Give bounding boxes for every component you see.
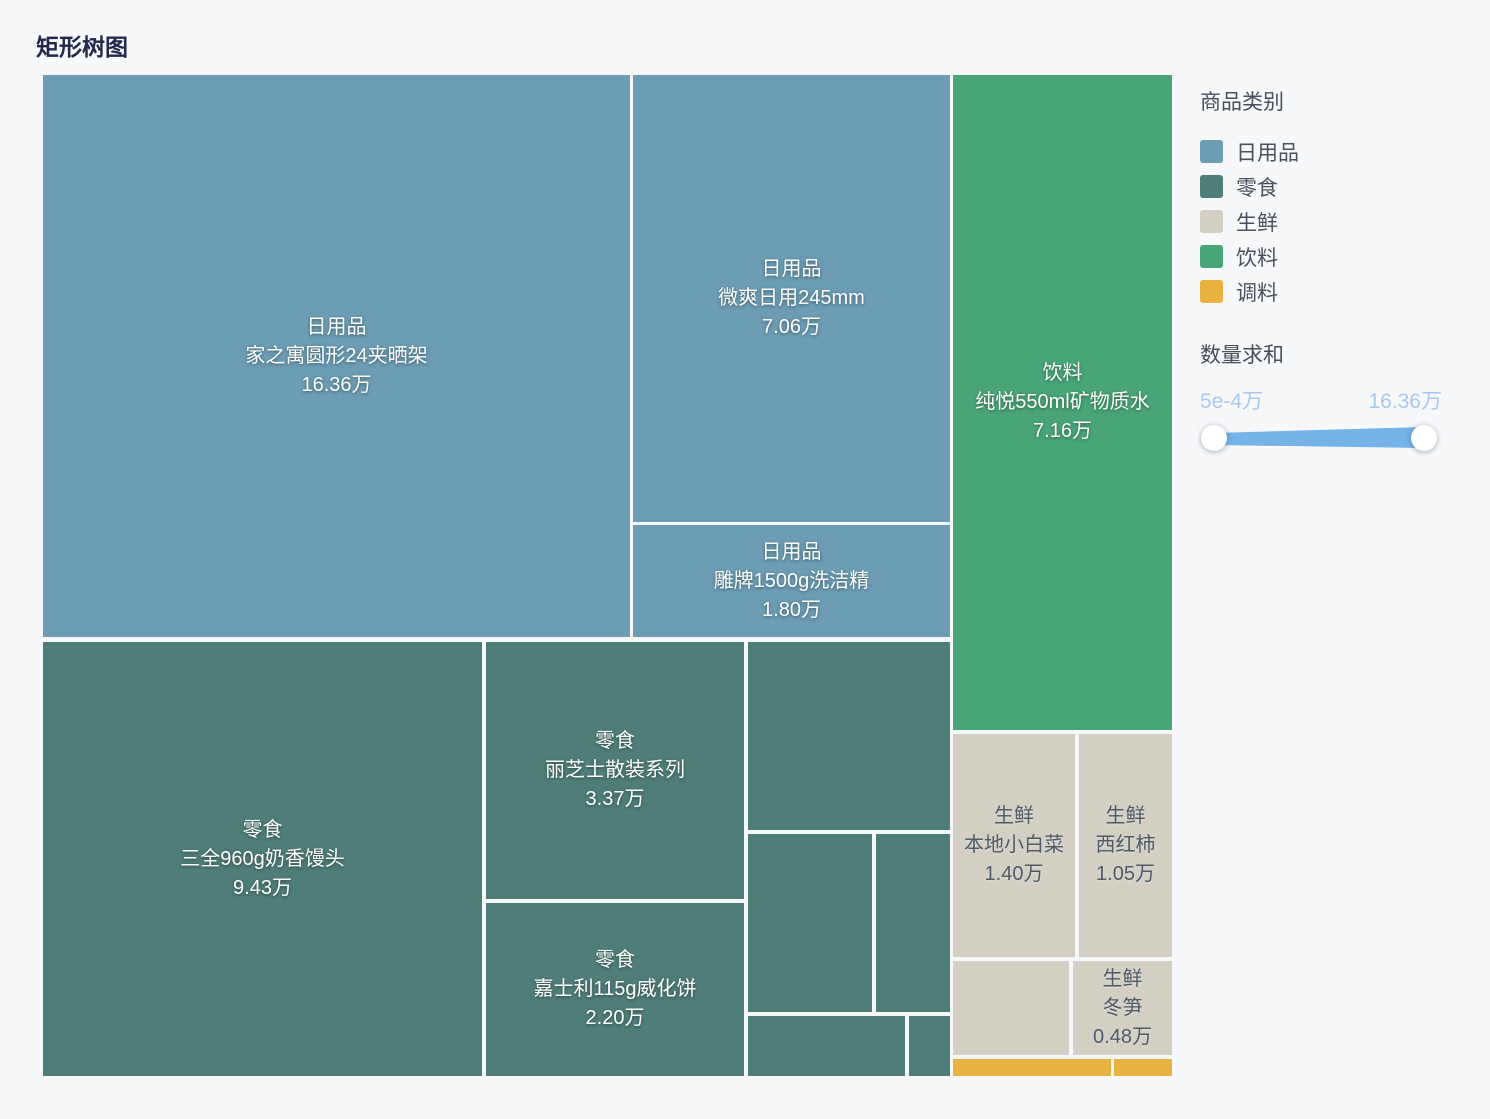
treemap-tile[interactable] (953, 1059, 1111, 1076)
treemap-tile[interactable]: 日用品 家之寓圆形24夹晒架 16.36万 (43, 75, 630, 637)
legend-item-生鲜[interactable]: 生鲜 (1198, 204, 1458, 239)
tile-label: 零食 丽芝士散装系列 3.37万 (545, 730, 685, 810)
legend-swatch-icon (1200, 140, 1223, 163)
visualmap-max-label: 16.36万 (1368, 390, 1442, 413)
legend-item-零食[interactable]: 零食 (1198, 169, 1458, 204)
page-title: 矩形树图 (36, 34, 128, 61)
legend-items: 日用品零食生鲜饮料调料 (1198, 134, 1458, 309)
legend-swatch-icon (1200, 175, 1223, 198)
legend-item-label: 生鲜 (1236, 211, 1278, 235)
visualmap-handle-min[interactable] (1201, 425, 1227, 451)
treemap-tile[interactable] (876, 834, 950, 1012)
legend-swatch-icon (1200, 210, 1223, 233)
legend-title: 商品类别 (1200, 91, 1284, 114)
treemap-tile[interactable]: 日用品 雕牌1500g洗洁精 1.80万 (633, 525, 950, 637)
treemap-tile[interactable]: 生鲜 本地小白菜 1.40万 (953, 734, 1075, 957)
visualmap-slider-graphic (1201, 425, 1437, 451)
visualmap-title: 数量求和 (1200, 344, 1284, 367)
tile-label: 生鲜 本地小白菜 1.40万 (964, 805, 1064, 885)
visualmap-slider[interactable] (1198, 417, 1446, 461)
treemap-tile[interactable]: 日用品 微爽日用245mm 7.06万 (633, 75, 950, 522)
visualmap-handle-max[interactable] (1411, 425, 1437, 451)
legend-swatch-icon (1200, 280, 1223, 303)
treemap-tile[interactable]: 零食 三全960g奶香馒头 9.43万 (43, 642, 482, 1076)
treemap-tile[interactable]: 零食 丽芝士散装系列 3.37万 (486, 642, 744, 899)
tile-label: 零食 三全960g奶香馒头 9.43万 (180, 818, 345, 899)
tile-label: 饮料 纯悦550ml矿物质水 7.16万 (975, 362, 1150, 442)
legend-item-日用品[interactable]: 日用品 (1198, 134, 1458, 169)
visualmap-min-label: 5e-4万 (1200, 390, 1264, 413)
treemap-tile[interactable] (953, 961, 1069, 1055)
treemap-tile[interactable] (909, 1016, 950, 1076)
tile-label: 日用品 微爽日用245mm 7.06万 (718, 258, 865, 338)
tile-label: 生鲜 冬笋 0.48万 (1093, 967, 1152, 1048)
legend-item-label: 零食 (1236, 176, 1278, 200)
legend-item-label: 饮料 (1236, 246, 1278, 270)
legend-item-label: 调料 (1236, 281, 1278, 305)
legend-item-饮料[interactable]: 饮料 (1198, 239, 1458, 274)
treemap-tile[interactable] (748, 642, 950, 830)
legend-swatch-icon (1200, 245, 1223, 268)
treemap-tile[interactable] (1114, 1059, 1172, 1076)
tile-label: 日用品 雕牌1500g洗洁精 1.80万 (713, 540, 870, 621)
treemap-tile[interactable]: 饮料 纯悦550ml矿物质水 7.16万 (953, 75, 1172, 730)
treemap-tile[interactable] (748, 834, 872, 1012)
tile-label: 零食 嘉士利115g威化饼 2.20万 (533, 949, 697, 1029)
visualmap-labels: 5e-4万 16.36万 (1200, 385, 1442, 415)
treemap-tile[interactable]: 生鲜 冬笋 0.48万 (1073, 961, 1172, 1055)
tile-label: 日用品 家之寓圆形24夹晒架 16.36万 (245, 315, 428, 396)
treemap-tile[interactable]: 零食 嘉士利115g威化饼 2.20万 (486, 903, 744, 1076)
legend-item-label: 日用品 (1236, 141, 1299, 165)
treemap-tile[interactable]: 生鲜 西红柿 1.05万 (1079, 734, 1172, 957)
legend-item-调料[interactable]: 调料 (1198, 274, 1458, 309)
tile-label: 生鲜 西红柿 1.05万 (1095, 805, 1156, 885)
treemap-tile[interactable] (748, 1016, 905, 1076)
visualmap-track[interactable] (1214, 427, 1424, 448)
legend-panel: 商品类别 日用品零食生鲜饮料调料 数量求和 5e-4万 16.36万 (1198, 86, 1458, 461)
treemap: 日用品 家之寓圆形24夹晒架 16.36万 日用品 微爽日用245mm 7.06万 日用品雕… (43, 75, 1172, 1076)
